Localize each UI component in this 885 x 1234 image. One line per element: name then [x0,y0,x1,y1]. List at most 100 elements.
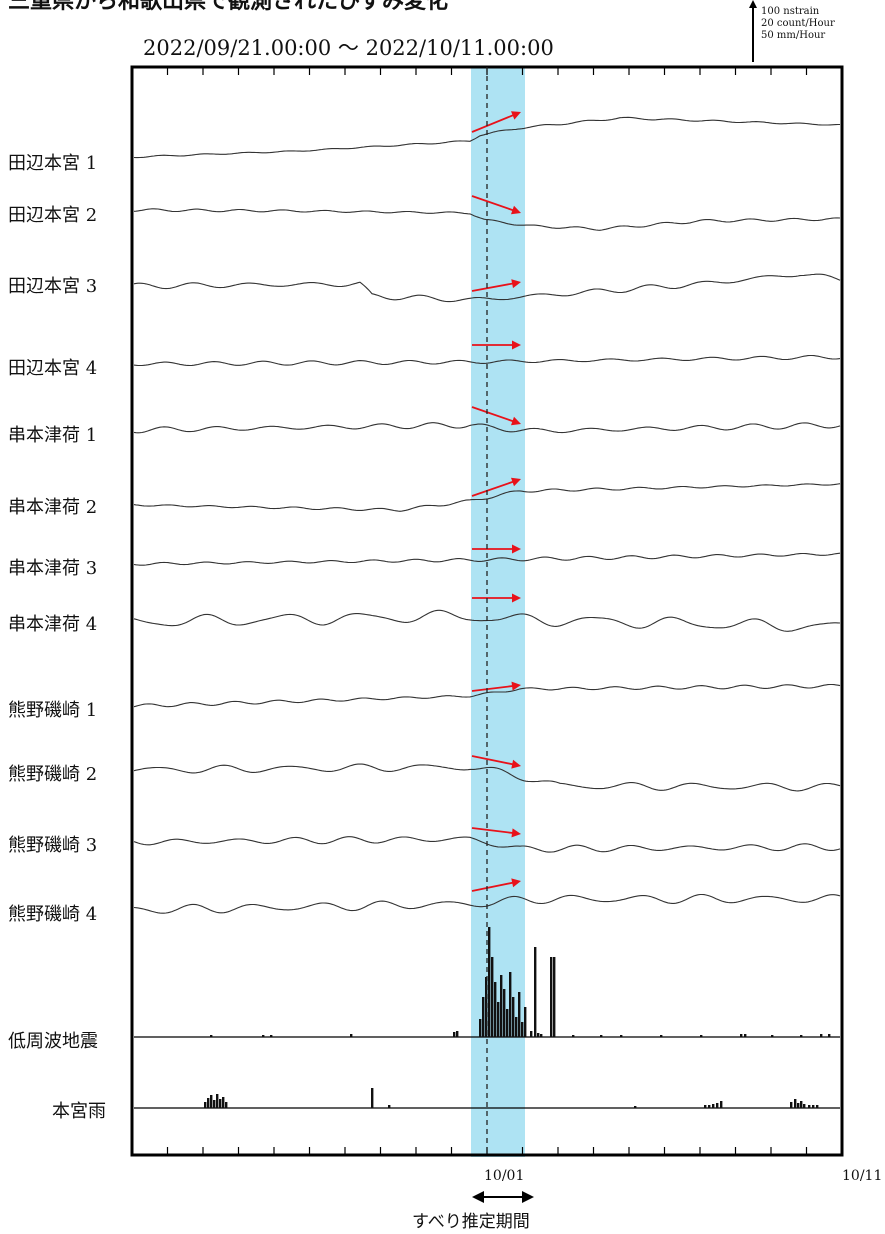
scale-legend-line-3: 50 mm/Hour [761,30,825,41]
slip-arrow [471,477,521,497]
label-kushimoto-tsuga-2: 串本津荷 2 [8,497,97,518]
histogram-bar [225,1102,228,1108]
slip-arrow-head [511,828,521,838]
trace-2 [133,208,841,231]
label-tanabe-hongu-4: 田辺本宮 4 [8,358,97,379]
label-low-frequency-eq: 低周波地震 [8,1031,98,1052]
slip-period-indicator [472,1191,534,1203]
label-kumano-isozaki-4: 熊野磯崎 4 [8,904,97,925]
histogram-bar [771,1035,774,1037]
slip-arrow-head [511,878,521,888]
scale-legend: 100 nstrain 20 count/Hour 50 mm/Hour [749,0,835,62]
histogram-bar [812,1105,815,1108]
slip-arrow [471,878,521,892]
histogram-bar [712,1104,715,1108]
histogram-bar [634,1106,637,1108]
slip-arrow-head [512,593,521,603]
scale-legend-line-2: 20 count/Hour [761,18,835,29]
slip-arrow-shaft [471,684,516,692]
histogram-bar [388,1105,391,1108]
histogram-bar [222,1097,225,1108]
histogram-bar [530,1031,533,1037]
histogram-bar [708,1105,711,1108]
slip-arrow [471,195,521,215]
histogram-bar [497,1002,500,1037]
label-kumano-isozaki-3: 熊野磯崎 3 [8,835,97,856]
histogram-bar [207,1098,210,1108]
label-kumano-isozaki-2: 熊野磯崎 2 [8,764,97,785]
histogram-bar [512,997,515,1037]
histogram-bar [744,1034,747,1037]
histogram-bar [700,1035,703,1037]
slip-arrow-head [511,681,521,691]
slip-arrow [471,827,521,838]
scale-arrowhead [749,0,757,8]
x-tick-label-1001: 10/01 [484,1168,524,1184]
slip-arrow-head [512,340,521,350]
x-tick-label-1011: 10/11 [842,1168,882,1184]
label-kushimoto-tsuga-3: 串本津荷 3 [8,558,97,579]
histogram-bar [485,977,488,1037]
label-tanabe-hongu-1: 田辺本宮 1 [8,153,97,174]
slip-arrow [471,755,521,769]
trace-4 [133,354,841,367]
slip-arrow [472,544,521,554]
histogram-bar [506,1009,509,1037]
histogram-bar [503,989,506,1037]
trace-6 [133,483,841,512]
histogram-bar [800,1035,803,1037]
histogram-bar [534,947,537,1037]
histogram-bar [453,1032,456,1037]
histogram-bar [540,1034,543,1037]
trace-5 [133,422,841,434]
scale-legend-line-1: 100 nstrain [761,6,820,17]
histogram-bar [716,1103,719,1108]
histogram-bar [479,1019,482,1037]
histogram-bar [790,1102,793,1108]
histogram-bar [219,1099,222,1108]
slip-arrow-shaft [471,480,516,497]
histogram-bar [262,1035,265,1037]
histogram-bar [820,1034,823,1037]
label-kumano-isozaki-1: 熊野磯崎 1 [8,700,97,721]
x-ticks [166,67,808,1155]
histogram-bar [800,1101,803,1108]
double-arrow-left-head [472,1191,484,1203]
label-kushimoto-tsuga-1: 串本津荷 1 [8,425,97,446]
slip-arrow-shaft [471,113,516,133]
slip-arrows [471,111,521,892]
slip-arrow [471,681,521,692]
histogram-bar [270,1035,273,1037]
histogram-bar [482,997,485,1037]
slip-arrow [471,279,521,292]
double-arrow-right-head [522,1191,534,1203]
slip-arrow [471,406,521,426]
slip-arrow-shaft [471,755,516,766]
slip-arrow-shaft [471,881,516,892]
histogram-bar [204,1102,207,1108]
slip-arrow-shaft [471,282,516,292]
histogram-bar [537,1033,540,1037]
trace-7 [133,552,841,566]
histogram-bar [816,1105,819,1108]
histogram-bar [521,1022,524,1037]
histogram-bar [500,975,503,1037]
label-kushimoto-tsuga-4: 串本津荷 4 [8,614,97,635]
histogram-bar [216,1094,219,1108]
histogram-bar [518,992,521,1037]
histogram-bar [620,1035,623,1037]
label-tanabe-hongu-3: 田辺本宮 3 [8,276,97,297]
slip-arrow-head [511,205,521,215]
slip-arrow-head [512,544,521,554]
slip-arrow [472,593,521,603]
slip-arrow-shaft [471,195,516,212]
histogram-bar [456,1031,459,1037]
histogram-bar [572,1035,575,1037]
slip-arrow-head [511,416,521,426]
histogram-bar [488,927,491,1037]
histogram-bar [550,957,553,1037]
histogram-bar [720,1101,723,1108]
slip-arrow [472,340,521,350]
histogram-bar [491,957,494,1037]
